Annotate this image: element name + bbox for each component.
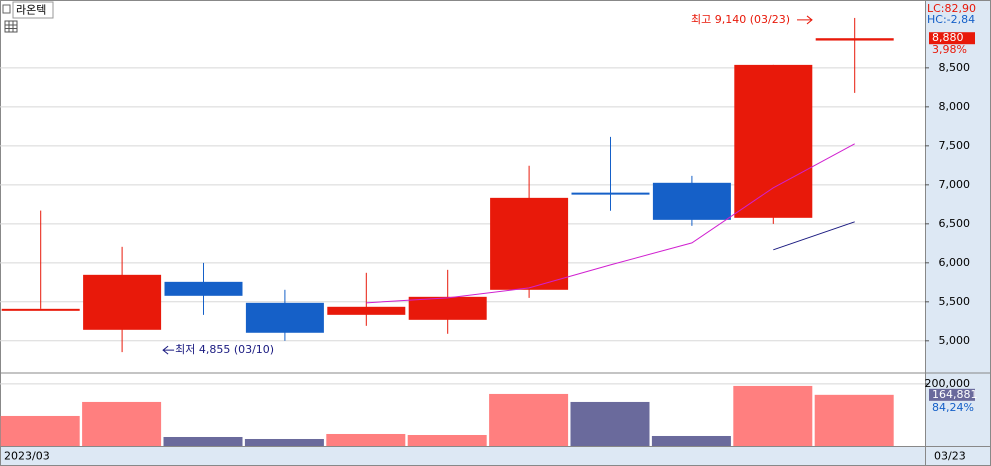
arrow bbox=[162, 345, 175, 355]
candle-body bbox=[408, 296, 487, 320]
volume-bar bbox=[244, 438, 324, 446]
stock-name: 라온텍 bbox=[16, 4, 46, 17]
y-tick-label: 5,500 bbox=[939, 295, 971, 308]
candle-body bbox=[815, 38, 894, 41]
last-volume-box bbox=[929, 388, 975, 401]
candle-body bbox=[652, 182, 731, 220]
volume-bar bbox=[82, 401, 162, 446]
date-bar bbox=[0, 447, 925, 466]
y-tick-label: 5,000 bbox=[939, 334, 971, 347]
candle-body bbox=[83, 274, 162, 330]
candle-body bbox=[571, 192, 650, 195]
y-tick-label: 8,000 bbox=[939, 100, 971, 113]
high-annotation: 최고 9,140 (03/23) bbox=[691, 13, 790, 26]
hc-label: HC:-2,84 bbox=[927, 13, 975, 26]
last-price-box bbox=[929, 32, 975, 45]
y-tick-label: 6,000 bbox=[939, 256, 971, 269]
last-price-label: 8,880 bbox=[932, 31, 964, 44]
y-tick-label: 200,000 bbox=[925, 377, 971, 390]
date-start: 2023/03 bbox=[4, 450, 50, 463]
volume-bar bbox=[407, 434, 487, 446]
low-annotation: 최저 4,855 (03/10) bbox=[175, 343, 274, 356]
volume-bar bbox=[326, 433, 406, 446]
candle-body bbox=[1, 308, 80, 311]
volume-bar bbox=[814, 394, 894, 446]
candle-body bbox=[734, 64, 813, 218]
candle-body bbox=[164, 281, 243, 296]
y-tick-label: 8,500 bbox=[939, 61, 971, 74]
candle-body bbox=[490, 197, 569, 290]
volume-bar bbox=[733, 385, 813, 446]
y-tick-label: 7,000 bbox=[939, 178, 971, 191]
change-label: 3,98% bbox=[932, 43, 967, 56]
grid-icon[interactable] bbox=[4, 20, 18, 33]
candle-body bbox=[327, 306, 406, 315]
axis-panel bbox=[925, 0, 991, 466]
volume-bar bbox=[489, 393, 569, 446]
menu-icon[interactable] bbox=[2, 4, 11, 14]
volume-bar bbox=[570, 401, 650, 446]
last-volume-label: 164,881 bbox=[932, 388, 978, 401]
stock-name-box[interactable] bbox=[12, 1, 54, 19]
arrow bbox=[797, 15, 813, 25]
hc-label: LC:82,90 bbox=[927, 2, 976, 15]
moving-average bbox=[366, 143, 855, 304]
volume-bar bbox=[163, 436, 243, 446]
volume-bar bbox=[0, 415, 80, 446]
volume-bar bbox=[651, 435, 731, 446]
candle-body bbox=[245, 302, 324, 333]
volume-ratio-label: 84,24% bbox=[932, 401, 974, 414]
moving-average bbox=[773, 221, 855, 251]
y-tick-label: 6,500 bbox=[939, 217, 971, 230]
y-tick-label: 7,500 bbox=[939, 139, 971, 152]
date-end: 03/23 bbox=[934, 450, 966, 463]
